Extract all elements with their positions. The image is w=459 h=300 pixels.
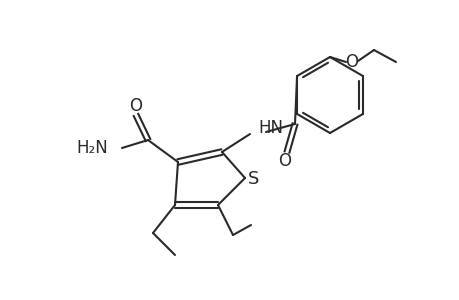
Text: O: O xyxy=(278,152,291,170)
Text: HN: HN xyxy=(257,119,282,137)
Text: H₂N: H₂N xyxy=(76,139,108,157)
Text: S: S xyxy=(248,170,259,188)
Text: O: O xyxy=(129,97,142,115)
Text: O: O xyxy=(345,53,358,71)
